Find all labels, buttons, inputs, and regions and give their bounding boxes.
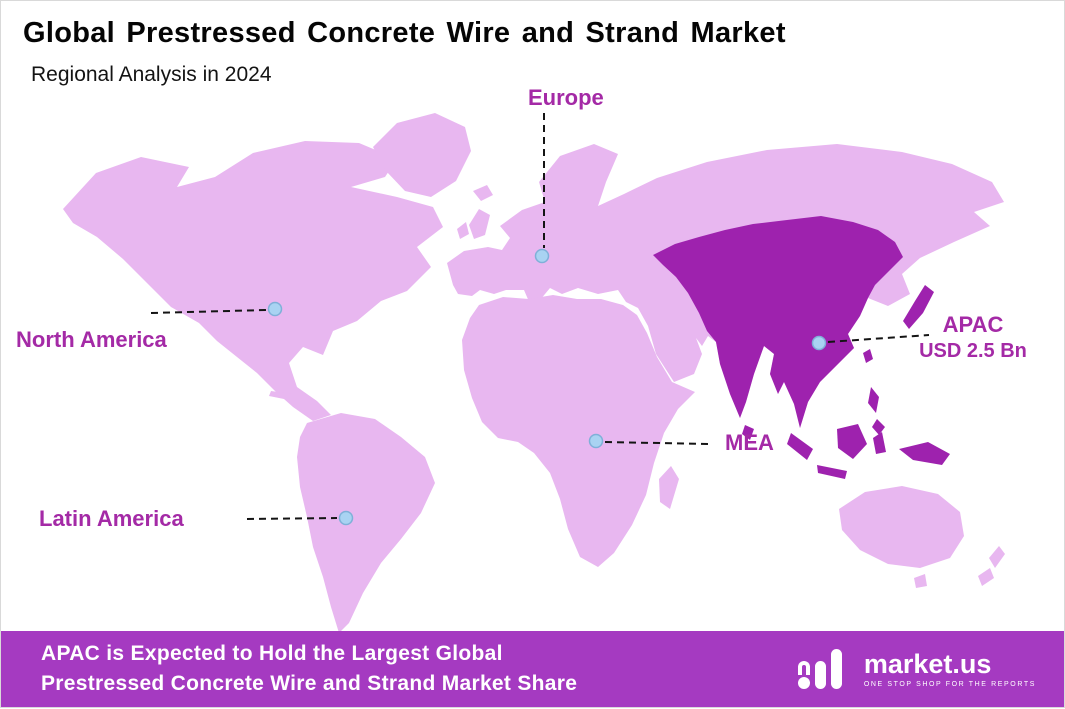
banner-line-2: Prestressed Concrete Wire and Strand Mar… xyxy=(41,672,578,695)
footer-banner: APAC is Expected to Hold the Largest Glo… xyxy=(1,631,1064,707)
brand-tagline: ONE STOP SHOP FOR THE REPORTS xyxy=(863,681,1036,688)
apac-market-value: USD 2.5 Bn xyxy=(919,340,1027,362)
apac-java xyxy=(817,465,847,479)
brand-name: market.us xyxy=(863,649,992,679)
apac-taiwan xyxy=(863,349,873,363)
landmass-tasmania xyxy=(914,574,927,588)
landmass-north-america xyxy=(63,141,443,421)
latin-america-marker-dot xyxy=(338,510,354,526)
apac-marker-dot xyxy=(811,335,827,351)
landmass-south-america xyxy=(297,413,435,633)
landmass-iceland xyxy=(473,185,493,201)
banner-text: APAC is Expected to Hold the Largest Glo… xyxy=(41,639,577,699)
landmass-britain xyxy=(469,209,490,239)
landmass-africa xyxy=(462,295,695,567)
map-marker-dots xyxy=(267,248,827,526)
brand-logo: market.us ONE STOP SHOP FOR THE REPORTS xyxy=(797,645,1036,693)
label-europe: Europe xyxy=(528,85,604,110)
label-north-america: North America xyxy=(16,327,167,352)
apac-sulawesi xyxy=(873,432,886,454)
light-landmasses xyxy=(63,113,1005,633)
apac-philippines-north xyxy=(868,387,879,413)
leader-lines xyxy=(150,113,930,520)
latin-america-leader-line xyxy=(246,517,338,520)
label-latin-america: Latin America xyxy=(39,506,184,531)
apac-borneo xyxy=(837,424,867,459)
apac-sri-lanka xyxy=(742,425,754,440)
apac-mainland xyxy=(653,216,903,428)
label-apac: APAC USD 2.5 Bn xyxy=(888,311,1058,365)
marketus-logo-icon xyxy=(797,645,852,693)
apac-philippines-south xyxy=(872,419,885,435)
landmass-ireland xyxy=(457,222,469,239)
landmass-hispaniola xyxy=(299,399,311,407)
apac-new-guinea xyxy=(899,442,950,465)
apac-japan xyxy=(903,285,934,329)
landmass-cuba xyxy=(269,391,293,400)
page-title: Global Prestressed Concrete Wire and Str… xyxy=(23,17,786,49)
apac-leader-line xyxy=(827,334,930,343)
apac-highlighted-region xyxy=(653,216,950,479)
landmass-new-zealand-south xyxy=(978,568,994,586)
mea-marker-dot xyxy=(588,433,604,449)
label-mea: MEA xyxy=(725,430,774,455)
apac-sumatra xyxy=(787,433,813,460)
apac-region-name: APAC xyxy=(942,312,1004,337)
landmass-australia xyxy=(839,486,964,568)
landmass-madagascar xyxy=(659,466,679,509)
europe-marker-dot xyxy=(534,248,550,264)
landmass-new-zealand-north xyxy=(989,546,1005,568)
brand-text: market.us ONE STOP SHOP FOR THE REPORTS xyxy=(864,650,1036,688)
landmass-greenland xyxy=(373,113,471,197)
subtitle: Regional Analysis in 2024 xyxy=(31,63,272,86)
banner-line-1: APAC is Expected to Hold the Largest Glo… xyxy=(41,642,503,665)
north-america-marker-dot xyxy=(267,301,283,317)
mea-leader-line xyxy=(604,441,710,445)
